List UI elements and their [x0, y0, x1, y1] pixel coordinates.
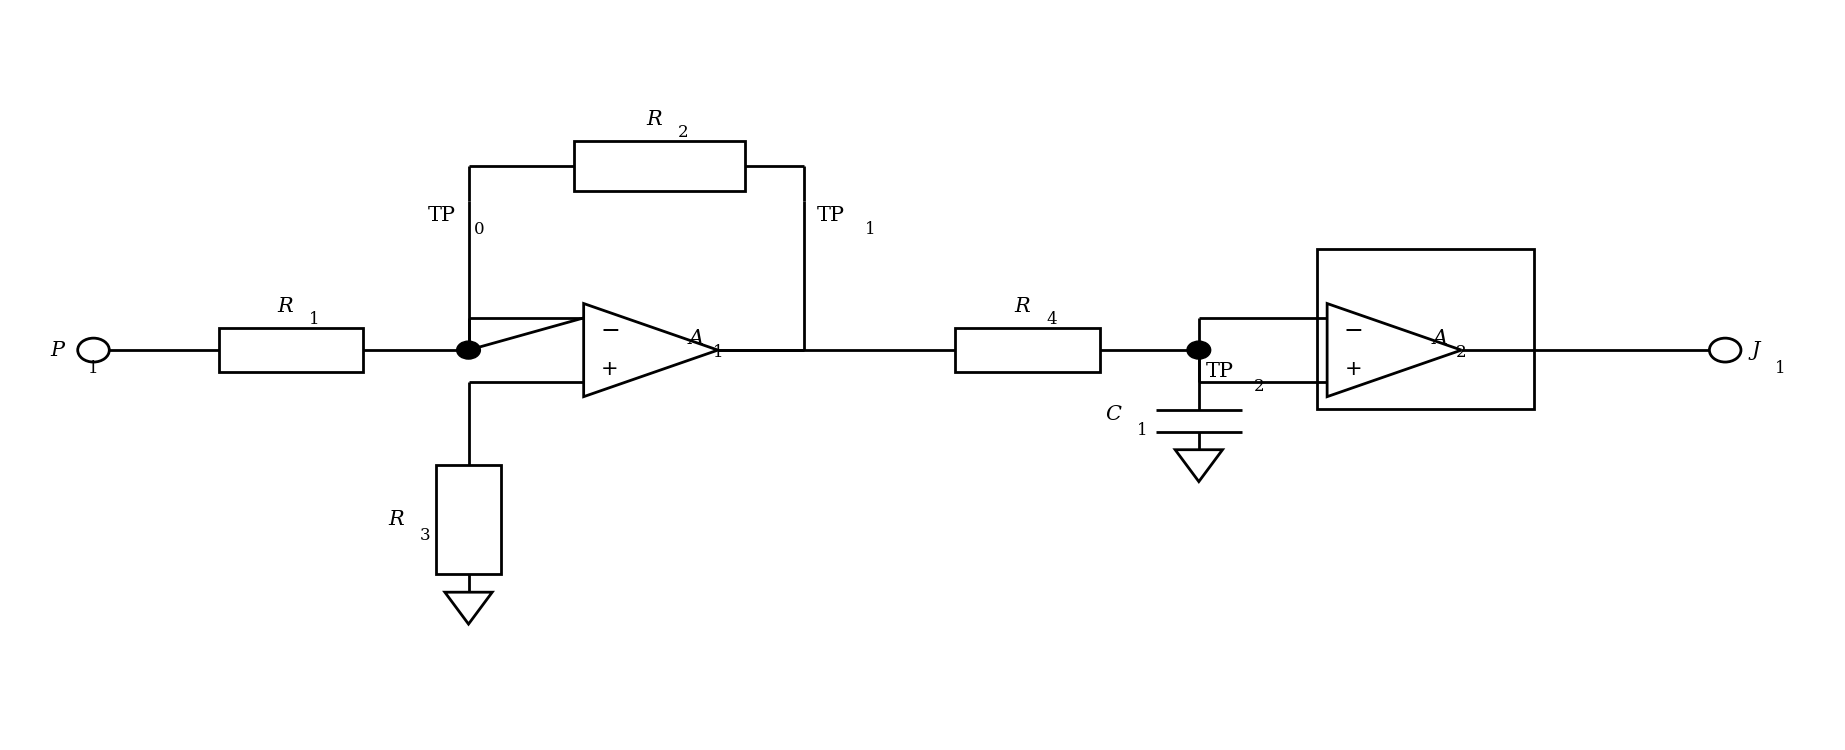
- Bar: [956, 328, 1100, 372]
- Circle shape: [458, 341, 480, 359]
- Text: TP: TP: [428, 206, 456, 225]
- Text: 1: 1: [1137, 422, 1148, 439]
- Text: 1: 1: [1775, 359, 1786, 376]
- Text: 3: 3: [421, 527, 430, 544]
- Circle shape: [1186, 341, 1210, 359]
- Text: 0: 0: [474, 220, 485, 238]
- Text: J: J: [1751, 340, 1760, 359]
- Text: 1: 1: [865, 220, 875, 238]
- Bar: [1317, 249, 1533, 409]
- Text: 4: 4: [1046, 311, 1057, 328]
- Text: −: −: [1343, 320, 1363, 344]
- Text: A: A: [1432, 328, 1448, 348]
- Text: TP: TP: [817, 206, 845, 225]
- Text: 1: 1: [89, 359, 100, 376]
- Text: 1: 1: [712, 344, 723, 361]
- Text: C: C: [1105, 405, 1122, 424]
- Text: R: R: [1015, 297, 1030, 316]
- Text: +: +: [1345, 358, 1362, 379]
- Text: 2: 2: [1255, 378, 1264, 395]
- Bar: [574, 141, 745, 190]
- Text: A: A: [688, 328, 705, 348]
- Text: 1: 1: [310, 311, 319, 328]
- Text: R: R: [387, 510, 404, 529]
- Text: P: P: [50, 340, 65, 359]
- Text: R: R: [279, 297, 293, 316]
- Bar: [218, 328, 363, 372]
- Text: −: −: [600, 320, 620, 344]
- Bar: [435, 465, 502, 574]
- Text: 2: 2: [1456, 344, 1467, 361]
- Text: 2: 2: [677, 124, 688, 141]
- Text: R: R: [646, 110, 662, 129]
- Text: TP: TP: [1205, 362, 1234, 381]
- Text: +: +: [601, 358, 618, 379]
